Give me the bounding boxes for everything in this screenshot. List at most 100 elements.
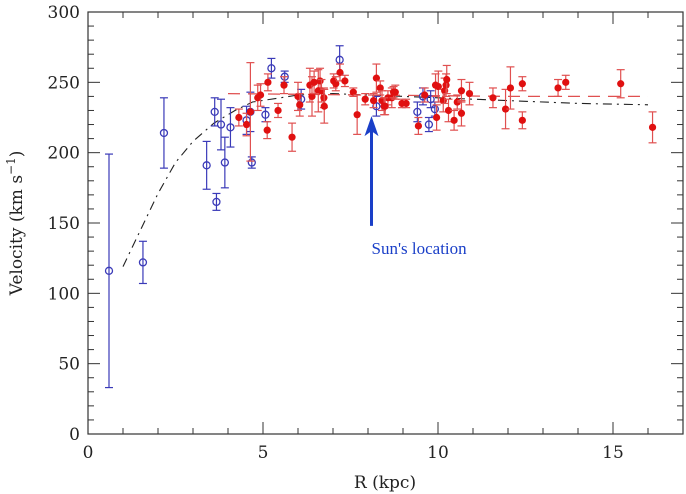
- y-tick-label: 200: [48, 144, 80, 164]
- filled-point: [616, 69, 625, 99]
- filled-point: [361, 92, 370, 106]
- filled-point: [263, 121, 272, 140]
- filled-point: [442, 64, 451, 95]
- point-marker: [648, 123, 657, 131]
- filled-point: [369, 92, 378, 109]
- point-marker: [256, 91, 265, 99]
- filled-point: [246, 62, 255, 162]
- y-axis-title-close: ): [7, 151, 27, 158]
- filled-point: [340, 74, 349, 88]
- filled-point: [434, 70, 443, 103]
- y-tick-label: 150: [48, 214, 80, 234]
- point-marker: [617, 80, 625, 88]
- y-axis-title-sup: −1: [4, 157, 18, 175]
- open-point: [430, 101, 440, 117]
- point-marker: [288, 133, 296, 141]
- point-marker: [426, 95, 435, 104]
- point-marker: [433, 113, 441, 122]
- point-marker: [413, 107, 422, 117]
- open-point: [216, 98, 226, 151]
- open-point: [212, 192, 221, 211]
- filled-point: [506, 66, 515, 110]
- open-point: [413, 101, 422, 123]
- y-tick-label: 300: [48, 3, 80, 23]
- filled-point: [402, 98, 411, 109]
- point-marker: [335, 55, 344, 64]
- point-marker: [506, 84, 515, 92]
- filled-point: [414, 116, 423, 135]
- point-marker: [263, 126, 271, 134]
- filled-point: [554, 78, 563, 98]
- point-marker: [457, 109, 466, 117]
- open-point: [138, 240, 148, 285]
- filled-point: [280, 76, 288, 95]
- point-marker: [320, 102, 328, 110]
- point-marker: [247, 158, 256, 167]
- point-marker: [442, 81, 450, 89]
- filled-point: [457, 100, 466, 127]
- open-point: [202, 140, 211, 190]
- point-marker: [242, 120, 251, 129]
- filled-point: [274, 102, 283, 119]
- point-marker: [518, 80, 526, 88]
- open-point: [104, 153, 114, 389]
- filled-point: [288, 122, 297, 152]
- point-marker: [226, 123, 235, 132]
- x-tick-label: 10: [427, 443, 449, 463]
- open-point: [424, 116, 434, 133]
- open-point: [426, 90, 435, 109]
- filled-point: [561, 74, 570, 90]
- point-marker: [264, 78, 272, 86]
- point-marker: [274, 106, 282, 115]
- sun-location-label: Sun's location: [372, 239, 468, 258]
- filled-point: [234, 108, 243, 127]
- point-marker: [138, 258, 148, 267]
- point-marker: [381, 102, 389, 110]
- x-tick-label: 0: [83, 443, 94, 463]
- point-marker: [336, 68, 344, 77]
- filled-point: [381, 97, 390, 116]
- point-marker: [376, 84, 384, 92]
- point-marker: [316, 77, 324, 85]
- open-point: [261, 107, 270, 123]
- point-marker: [465, 89, 474, 98]
- y-tick-label: 0: [69, 425, 80, 445]
- point-marker: [370, 97, 378, 105]
- point-marker: [220, 158, 230, 167]
- point-marker: [280, 81, 288, 89]
- y-axis-title-main: Velocity (km s: [7, 175, 27, 296]
- point-marker: [489, 94, 497, 102]
- filled-point: [372, 63, 381, 93]
- open-point: [226, 107, 235, 148]
- point-marker: [562, 78, 570, 86]
- sun-annotation: Sun's location: [364, 116, 468, 258]
- point-marker: [361, 95, 369, 103]
- point-marker: [402, 99, 410, 108]
- point-marker: [421, 91, 429, 99]
- filled-point: [465, 81, 474, 106]
- point-marker: [261, 110, 270, 119]
- point-marker: [235, 113, 243, 122]
- point-marker: [450, 116, 458, 124]
- point-marker: [104, 266, 114, 275]
- point-marker: [296, 101, 304, 109]
- point-marker: [246, 108, 254, 116]
- point-marker: [501, 105, 510, 113]
- filled-point: [256, 83, 265, 107]
- open-point: [159, 97, 169, 169]
- filled-point: [353, 94, 362, 135]
- filled-point: [488, 87, 497, 109]
- filled-point: [432, 104, 441, 131]
- y-tick-label: 50: [58, 355, 80, 375]
- point-marker: [353, 111, 361, 119]
- filled-point: [320, 88, 329, 124]
- point-marker: [444, 106, 453, 115]
- point-marker: [202, 161, 211, 170]
- point-marker: [430, 104, 440, 114]
- open-point: [267, 57, 276, 79]
- point-marker: [216, 120, 226, 129]
- open-point: [210, 97, 219, 127]
- y-tick-label: 100: [48, 284, 80, 304]
- x-tick-label: 15: [602, 443, 624, 463]
